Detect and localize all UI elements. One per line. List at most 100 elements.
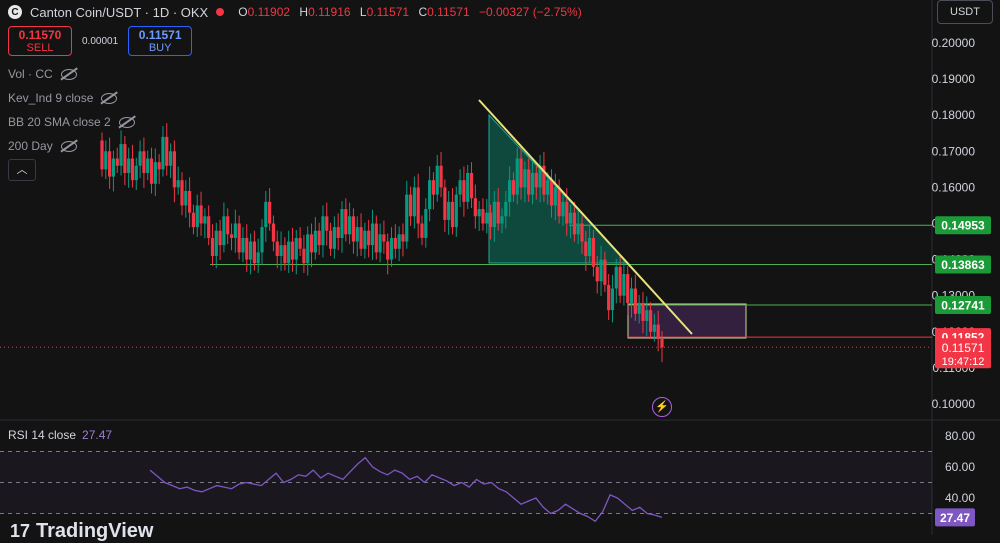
candle — [588, 224, 592, 264]
candle-body — [367, 230, 371, 246]
candle-body — [287, 241, 291, 264]
candle-body — [599, 259, 603, 282]
candle — [473, 184, 477, 229]
change-value: −0.00327 (−2.75%) — [478, 5, 582, 19]
candle — [645, 296, 649, 336]
price-tick-label: 0.16000 — [932, 180, 976, 194]
candle-body — [188, 191, 192, 213]
candle — [260, 219, 264, 265]
hidden-eye-icon[interactable] — [101, 92, 118, 104]
candle-body — [153, 162, 157, 184]
candle-body — [241, 237, 245, 253]
candle — [648, 302, 653, 340]
candle — [348, 202, 352, 245]
candle-body — [538, 165, 542, 188]
candle-body — [229, 234, 234, 238]
candle-body — [256, 252, 260, 264]
candle-body — [214, 230, 218, 256]
candle — [603, 251, 607, 293]
candle-body — [420, 223, 424, 238]
candle-body — [584, 241, 588, 256]
candle-body — [527, 169, 531, 195]
candle — [485, 198, 489, 234]
candle-body — [511, 180, 516, 195]
rsi-legend[interactable]: RSI 14 close 27.47 — [8, 428, 112, 442]
candle — [584, 230, 588, 271]
candle-body — [607, 284, 611, 311]
candle-body — [652, 324, 656, 332]
candle — [355, 216, 359, 257]
candle — [629, 277, 634, 318]
candle — [599, 245, 603, 297]
candle-body — [637, 302, 641, 314]
rsi-tick-label: 60.00 — [945, 460, 975, 474]
price-axis-label: 0.13863 — [935, 255, 991, 274]
candle — [188, 177, 192, 228]
candle-body — [626, 274, 630, 303]
candle-body — [237, 223, 241, 253]
sell-button[interactable]: 0.11570 SELL — [8, 26, 72, 56]
candle-body — [591, 237, 596, 267]
candle-body — [481, 209, 485, 224]
candle — [210, 224, 215, 266]
candle-body — [199, 205, 203, 224]
candle — [439, 152, 443, 198]
buy-button[interactable]: 0.11571 BUY — [128, 26, 193, 56]
candle-body — [469, 172, 474, 199]
collapse-indicators-button[interactable]: ︿ — [8, 159, 36, 181]
candle-body — [233, 223, 237, 238]
candle — [290, 227, 295, 272]
price-axis-label: 0.12741 — [935, 296, 991, 315]
candle-body — [641, 302, 645, 321]
candle-body — [492, 201, 496, 228]
candle — [328, 222, 333, 256]
symbol-title[interactable]: Canton Coin/USDT · 1D · OKX — [30, 4, 209, 20]
hidden-eye-icon[interactable] — [60, 68, 77, 80]
candle-body — [172, 151, 176, 188]
candle — [405, 180, 409, 249]
candle — [233, 209, 237, 253]
lightning-icon[interactable]: ⚡ — [652, 397, 672, 417]
candle — [382, 220, 386, 254]
indicator-volume[interactable]: Vol · CC — [8, 67, 77, 81]
candle — [469, 162, 474, 208]
low-value: 0.11571 — [366, 5, 410, 19]
candle-body — [328, 230, 333, 249]
candle-body — [134, 165, 138, 181]
candle-body — [226, 216, 230, 235]
candle-body — [298, 237, 302, 249]
candle-body — [424, 209, 428, 238]
candle-body — [382, 234, 386, 242]
indicator-200-day[interactable]: 200 Day — [8, 139, 77, 153]
indicator-kev[interactable]: Kev_Ind 9 close — [8, 91, 118, 105]
trade-buttons: 0.11570 SELL 0.00001 0.11571 BUY — [8, 26, 193, 56]
candle — [100, 132, 104, 177]
candle-body — [500, 216, 504, 224]
currency-button[interactable]: USDT — [937, 0, 993, 24]
candle — [127, 147, 131, 188]
candle — [378, 223, 382, 263]
candle — [393, 224, 397, 259]
hidden-eye-icon[interactable] — [60, 140, 77, 152]
candle-body — [466, 172, 470, 202]
candle-body — [504, 201, 508, 217]
candle-body — [485, 212, 489, 224]
symbol-header[interactable]: C Canton Coin/USDT · 1D · OKX O0.11902 H… — [8, 2, 588, 22]
candle — [191, 204, 196, 235]
candle-body — [389, 237, 394, 260]
candle — [374, 215, 378, 260]
candle — [538, 154, 542, 203]
hidden-eye-icon[interactable] — [118, 116, 135, 128]
candle-body — [508, 180, 512, 202]
candle — [359, 213, 363, 256]
candle-body — [622, 274, 626, 296]
candle-body — [351, 216, 356, 242]
indicator-bb[interactable]: BB 20 SMA close 2 — [8, 115, 135, 129]
candle — [138, 140, 142, 179]
candle-body — [355, 227, 359, 242]
price-axis-label-bg — [935, 296, 991, 315]
candle-body — [180, 180, 184, 206]
candle — [622, 260, 626, 306]
candle — [576, 209, 580, 245]
